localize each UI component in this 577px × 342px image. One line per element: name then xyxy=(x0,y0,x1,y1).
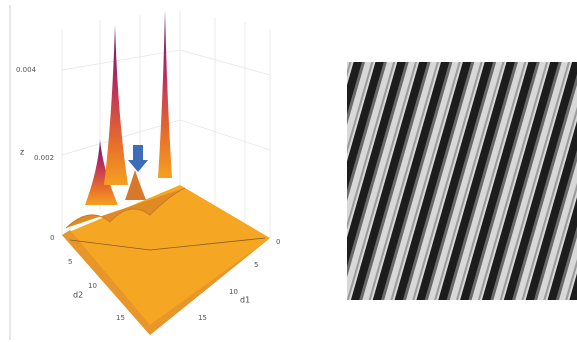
d1-tick-label: 10 xyxy=(229,288,238,296)
d2-tick-label: 0 xyxy=(50,234,54,242)
z-tick-label: 0.004 xyxy=(16,66,37,74)
d2-tick-label: 5 xyxy=(68,258,72,266)
peak xyxy=(104,25,128,185)
d1-axis-title: d1 xyxy=(240,296,250,305)
page: 0.004 0.002 z 0 5 10 15 d2 0 5 10 15 d1 … xyxy=(0,0,577,342)
z-axis-title: z xyxy=(20,148,24,157)
figure: 0.004 0.002 z 0 5 10 15 d2 0 5 10 15 d1 xyxy=(0,0,577,342)
peak xyxy=(158,10,172,178)
d2-tick-label: 15 xyxy=(116,314,125,322)
arrow xyxy=(128,145,148,172)
surface-plot: 0.004 0.002 z 0 5 10 15 d2 0 5 10 15 d1 xyxy=(10,5,280,340)
d1-tick-label: 0 xyxy=(276,238,280,246)
d2-tick-label: 10 xyxy=(88,282,97,290)
peak xyxy=(125,170,146,200)
d1-tick-label: 15 xyxy=(198,314,207,322)
d2-axis-title: d2 xyxy=(73,291,83,300)
stripe-image xyxy=(347,62,577,300)
d1-tick-label: 5 xyxy=(254,261,258,269)
z-tick-label: 0.002 xyxy=(34,154,54,162)
